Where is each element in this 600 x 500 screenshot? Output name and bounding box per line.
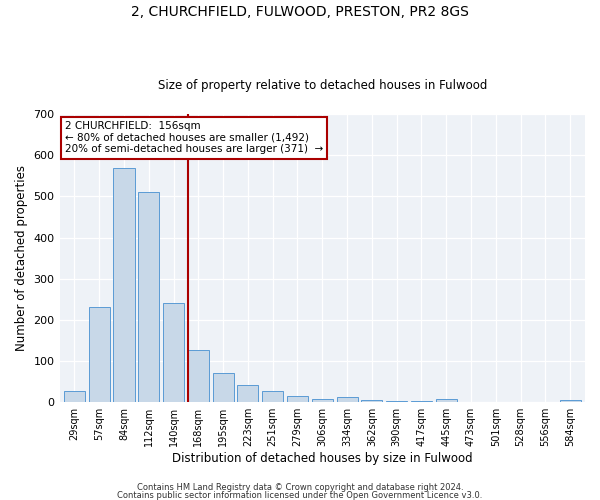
Bar — [238, 385, 259, 402]
Bar — [262, 390, 283, 402]
Bar — [138, 192, 160, 402]
Bar — [287, 396, 308, 402]
Bar — [113, 168, 134, 402]
Bar — [361, 400, 382, 402]
Text: Contains public sector information licensed under the Open Government Licence v3: Contains public sector information licen… — [118, 490, 482, 500]
Bar — [312, 399, 333, 402]
Bar — [163, 302, 184, 402]
Bar — [212, 374, 233, 402]
Text: Contains HM Land Registry data © Crown copyright and database right 2024.: Contains HM Land Registry data © Crown c… — [137, 484, 463, 492]
Title: Size of property relative to detached houses in Fulwood: Size of property relative to detached ho… — [158, 79, 487, 92]
Bar — [64, 390, 85, 402]
Bar — [188, 350, 209, 402]
X-axis label: Distribution of detached houses by size in Fulwood: Distribution of detached houses by size … — [172, 452, 473, 465]
Bar — [436, 399, 457, 402]
Text: 2, CHURCHFIELD, FULWOOD, PRESTON, PR2 8GS: 2, CHURCHFIELD, FULWOOD, PRESTON, PR2 8G… — [131, 5, 469, 19]
Bar — [386, 401, 407, 402]
Text: 2 CHURCHFIELD:  156sqm
← 80% of detached houses are smaller (1,492)
20% of semi-: 2 CHURCHFIELD: 156sqm ← 80% of detached … — [65, 121, 323, 154]
Bar — [89, 306, 110, 402]
Bar — [337, 398, 358, 402]
Y-axis label: Number of detached properties: Number of detached properties — [15, 165, 28, 351]
Bar — [560, 400, 581, 402]
